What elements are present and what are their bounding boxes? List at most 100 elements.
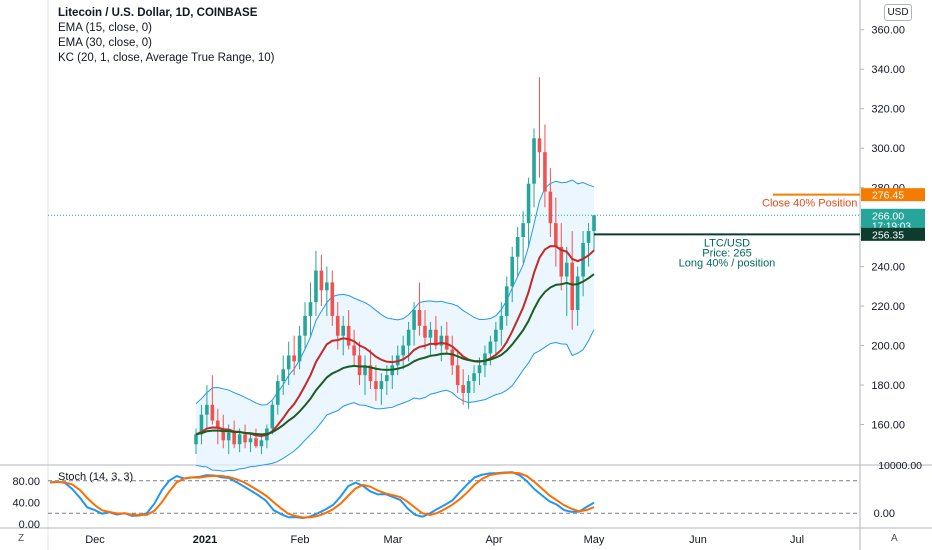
candle-body xyxy=(472,373,476,382)
price-tick-label: 200.00 xyxy=(871,341,905,353)
candle-body xyxy=(254,438,258,447)
candle-body xyxy=(259,440,264,447)
keltner-lower xyxy=(195,329,595,472)
candle-body xyxy=(412,310,416,330)
symbol-title: Litecoin / U.S. Dollar, 1D, COINBASE xyxy=(58,7,258,19)
candle-body xyxy=(363,365,367,376)
candle-body xyxy=(374,381,378,389)
stoch-label[interactable]: Stoch (14, 3, 3) xyxy=(58,471,134,483)
candle-body xyxy=(341,325,346,336)
candle-body xyxy=(297,335,302,362)
auto-scale-button[interactable]: A xyxy=(891,533,898,544)
candle-body xyxy=(385,375,389,382)
last-price-tag xyxy=(861,208,925,231)
chart-legend: Litecoin / U.S. Dollar, 1D, COINBASE EMA… xyxy=(58,6,275,66)
price-tick-label: 360.00 xyxy=(871,25,905,37)
candle-body xyxy=(286,355,291,370)
time-tick-label: 2021 xyxy=(193,534,217,546)
candle-body xyxy=(543,152,547,192)
stoch-k-line xyxy=(49,471,595,520)
candle-body xyxy=(346,325,351,346)
stoch-d-line xyxy=(49,471,595,519)
keltner-upper xyxy=(195,179,595,406)
candle-body xyxy=(570,262,574,311)
candle-body xyxy=(314,270,318,303)
candle-body xyxy=(325,282,329,291)
currency-button[interactable]: USD xyxy=(884,4,912,21)
candle-body xyxy=(194,434,198,445)
time-tick-label: May xyxy=(584,534,605,546)
time-tick-label: Jul xyxy=(790,534,804,546)
candle-body xyxy=(428,329,433,338)
candle-body xyxy=(352,345,356,356)
indicator-ema15[interactable]: EMA (15, close, 0) xyxy=(58,22,152,34)
stoch-tick-label: 40.00 xyxy=(12,497,40,509)
candle-body xyxy=(483,353,487,366)
price-tick-label: 160.00 xyxy=(871,420,905,432)
candle-body xyxy=(319,270,324,291)
indicator-kc[interactable]: KC (20, 1, close, Average True Range, 10… xyxy=(58,52,275,64)
volume-tick-label: 0.00 xyxy=(874,508,895,520)
price-tick-label: 220.00 xyxy=(871,301,905,313)
last-price-tag-label: 266.00 xyxy=(872,210,904,222)
candle-body xyxy=(401,345,405,356)
candle-body xyxy=(515,237,520,257)
candle-body xyxy=(248,438,253,443)
candle-body xyxy=(216,420,220,429)
candle-body xyxy=(406,329,411,346)
time-tick-label: Mar xyxy=(384,534,403,546)
candle-body xyxy=(210,404,215,421)
price-tick-label: 320.00 xyxy=(871,104,905,116)
candle-body xyxy=(564,262,569,277)
candle-body xyxy=(357,355,362,376)
candle-body xyxy=(281,369,286,382)
volume-tick-label: 10000.00 xyxy=(878,460,922,472)
price-tick-label: 240.00 xyxy=(871,262,905,274)
candle-body xyxy=(559,246,564,277)
position-note-symbol: LTC/USD xyxy=(704,237,750,249)
candle-body xyxy=(592,215,596,232)
stoch-tick-label: 0.00 xyxy=(19,519,40,531)
candle-body xyxy=(466,381,471,393)
candle-body xyxy=(205,404,209,415)
candle-body xyxy=(434,329,438,346)
price-tick-label: 300.00 xyxy=(871,143,905,155)
close-position-text: Close 40% Position xyxy=(762,198,857,210)
candle-body xyxy=(379,381,384,389)
long-position-tag xyxy=(861,227,925,241)
candle-body xyxy=(499,315,504,330)
close-position-tag xyxy=(861,188,925,202)
candle-body xyxy=(488,341,493,354)
candle-body xyxy=(423,325,427,338)
candle-body xyxy=(554,223,558,247)
candle-body xyxy=(504,286,509,316)
candle-body xyxy=(292,355,296,362)
candle-body xyxy=(226,432,231,441)
candle-body xyxy=(477,365,482,374)
candle-body xyxy=(439,335,444,346)
indicator-ema30[interactable]: EMA (30, close, 0) xyxy=(58,37,152,49)
candle-body xyxy=(221,428,226,441)
ema15-line xyxy=(195,245,595,437)
candle-body xyxy=(455,365,460,386)
candle-body xyxy=(548,191,553,224)
candle-body xyxy=(275,381,280,405)
price-tick-label: 180.00 xyxy=(871,380,905,392)
candle-body xyxy=(450,349,455,366)
candle-body xyxy=(308,302,313,316)
candle-body xyxy=(494,329,498,342)
candle-body xyxy=(526,183,531,224)
candle-body xyxy=(243,434,247,443)
candle-body xyxy=(417,310,422,326)
candle-body xyxy=(335,315,340,336)
candle-body xyxy=(532,138,536,184)
stoch-tick-label: 80.00 xyxy=(12,476,40,488)
candle-body xyxy=(303,315,307,336)
candle-body xyxy=(199,414,204,435)
zoom-button[interactable]: Z xyxy=(18,533,25,544)
candle-body xyxy=(521,223,525,237)
close-position-tag-label: 276.45 xyxy=(872,190,904,202)
long-position-tag-label: 256.35 xyxy=(872,229,904,241)
candle-body xyxy=(537,138,542,153)
